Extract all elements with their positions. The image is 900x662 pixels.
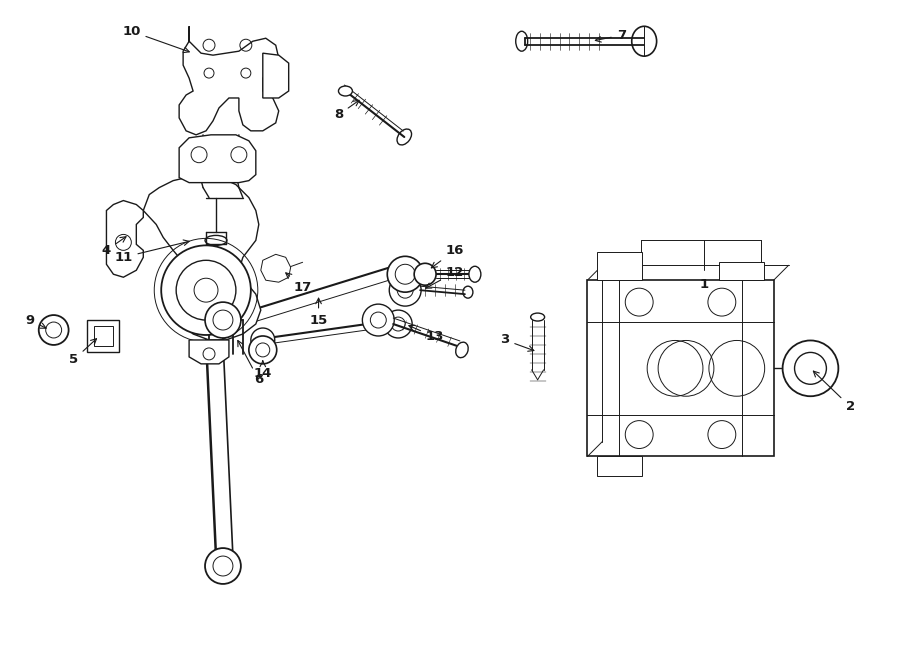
Text: 11: 11 (114, 240, 189, 264)
Ellipse shape (469, 266, 481, 282)
Text: 16: 16 (431, 244, 464, 268)
Text: 13: 13 (409, 325, 445, 344)
Text: 10: 10 (122, 24, 189, 52)
Circle shape (205, 548, 241, 584)
Circle shape (387, 256, 423, 292)
Polygon shape (263, 53, 289, 98)
Ellipse shape (414, 263, 436, 285)
Text: 15: 15 (310, 298, 328, 326)
Circle shape (783, 340, 839, 397)
Text: 12: 12 (426, 265, 464, 288)
Circle shape (251, 328, 274, 352)
Polygon shape (179, 135, 256, 183)
Text: 9: 9 (25, 314, 46, 328)
Polygon shape (261, 254, 291, 282)
Circle shape (39, 315, 68, 345)
Text: 3: 3 (500, 334, 534, 352)
Ellipse shape (455, 342, 468, 357)
Polygon shape (143, 175, 261, 340)
Polygon shape (598, 457, 643, 477)
Text: 4: 4 (102, 237, 126, 257)
Polygon shape (94, 326, 113, 346)
Ellipse shape (338, 86, 353, 96)
Circle shape (161, 246, 251, 335)
Circle shape (176, 260, 236, 320)
Text: 8: 8 (334, 101, 359, 121)
Text: 17: 17 (286, 273, 311, 294)
Ellipse shape (531, 313, 544, 321)
Text: 2: 2 (814, 371, 855, 413)
Circle shape (390, 274, 421, 306)
Text: 14: 14 (254, 361, 272, 381)
Polygon shape (106, 201, 143, 277)
Polygon shape (719, 262, 764, 280)
Text: 7: 7 (595, 28, 625, 42)
Polygon shape (189, 340, 229, 364)
Circle shape (205, 302, 241, 338)
Polygon shape (179, 26, 279, 135)
Text: 1: 1 (699, 277, 708, 291)
Polygon shape (598, 252, 643, 280)
Circle shape (384, 310, 412, 338)
Circle shape (363, 304, 394, 336)
Polygon shape (588, 280, 774, 457)
Circle shape (795, 352, 826, 384)
Circle shape (248, 336, 276, 364)
Polygon shape (86, 320, 120, 352)
Text: 6: 6 (238, 340, 264, 387)
Text: 5: 5 (69, 339, 96, 366)
